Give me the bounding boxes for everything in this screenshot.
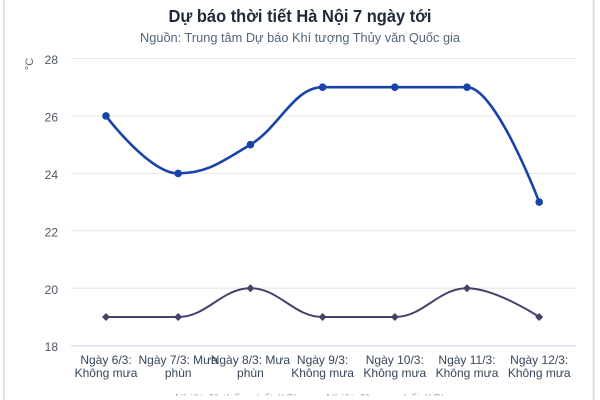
- svg-text:Không mưa: Không mưa: [291, 366, 354, 380]
- svg-text:28: 28: [45, 53, 59, 67]
- svg-text:Ngày 9/3:: Ngày 9/3:: [297, 353, 348, 367]
- svg-text:Ngày 12/3:: Ngày 12/3:: [510, 353, 568, 367]
- svg-text:Ngày 7/3: Mưa: Ngày 7/3: Mưa: [138, 353, 218, 367]
- svg-text:°C: °C: [24, 58, 36, 70]
- svg-text:Nhiệt độ thấp nhất (°C): Nhiệt độ thấp nhất (°C): [175, 392, 298, 400]
- svg-text:Nguồn: Trung tâm Dự báo Khí tư: Nguồn: Trung tâm Dự báo Khí tượng Thủy v…: [140, 30, 461, 45]
- svg-text:26: 26: [45, 110, 59, 124]
- svg-text:Ngày 10/3:: Ngày 10/3:: [366, 353, 424, 367]
- svg-text:20: 20: [45, 283, 59, 297]
- svg-text:Không mưa: Không mưa: [75, 366, 138, 380]
- svg-text:22: 22: [45, 225, 59, 239]
- svg-text:Ngày 11/3:: Ngày 11/3:: [438, 353, 495, 367]
- svg-text:Không mưa: Không mưa: [363, 366, 426, 380]
- svg-text:phùn: phùn: [165, 366, 192, 380]
- svg-text:Ngày 8/3: Mưa: Ngày 8/3: Mưa: [211, 353, 291, 367]
- svg-text:Không mưa: Không mưa: [436, 366, 499, 380]
- svg-text:Nhiệt độ cao nhất (°C): Nhiệt độ cao nhất (°C): [326, 392, 445, 400]
- svg-text:Dự báo thời tiết Hà Nội 7 ngày: Dự báo thời tiết Hà Nội 7 ngày tới: [169, 6, 432, 26]
- svg-text:18: 18: [45, 340, 59, 354]
- svg-text:phùn: phùn: [237, 366, 264, 380]
- svg-text:24: 24: [45, 168, 59, 182]
- svg-text:Không mưa: Không mưa: [508, 366, 571, 380]
- svg-text:Ngày 6/3:: Ngày 6/3:: [80, 353, 131, 367]
